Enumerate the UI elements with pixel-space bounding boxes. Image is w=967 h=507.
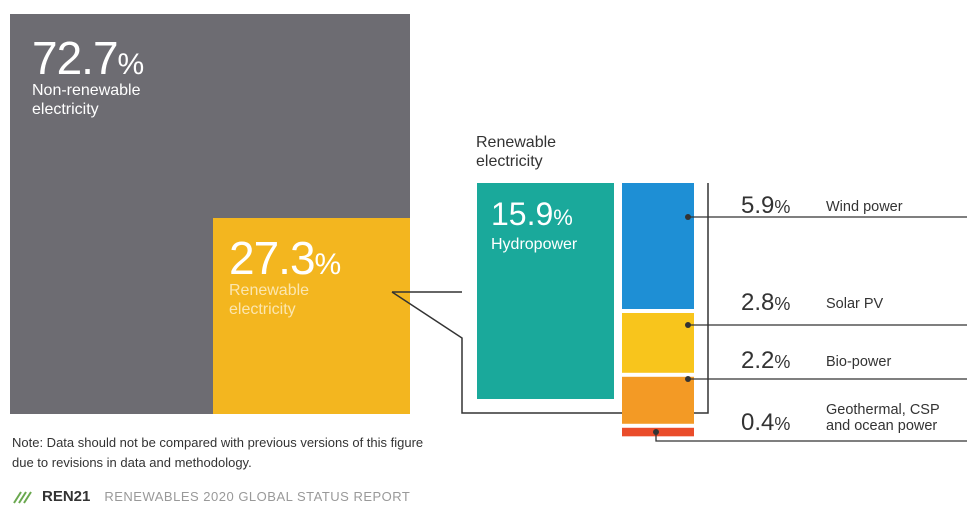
renewable-block: [213, 218, 410, 414]
bio-power-leader-dot: [685, 376, 691, 382]
footer: REN21 RENEWABLES 2020 GLOBAL STATUS REPO…: [12, 488, 410, 505]
solar-pv-leader-dot: [685, 322, 691, 328]
solar-pv-value: 2.8%: [741, 289, 790, 316]
bio-power-segment: [622, 376, 694, 424]
bio-power-value: 2.2%: [741, 347, 790, 374]
solar-pv-segment: [622, 313, 694, 373]
hydropower-value: 15.9%: [491, 196, 573, 232]
wind-power-segment: [622, 183, 694, 309]
note-line-1: Note: Data should not be compared with p…: [12, 435, 424, 450]
geothermal-csp-and-ocean-power-label-line-1: Geothermal, CSP: [826, 402, 940, 418]
renewable-label: Renewable electricity: [229, 282, 310, 319]
report-title: RENEWABLES 2020 GLOBAL STATUS REPORT: [104, 489, 411, 504]
renewable-value: 27.3%: [229, 232, 341, 284]
geothermal-csp-and-ocean-power-label-line-2: and ocean power: [826, 418, 937, 434]
wind-power-value: 5.9%: [741, 192, 790, 219]
non-renewable-value: 72.7%: [32, 32, 144, 84]
wind-power-label: Wind power: [826, 199, 903, 215]
ren21-logo-icon: [13, 490, 32, 504]
solar-pv-label: Solar PV: [826, 296, 884, 312]
non-renewable-label: Non-renewable electricity: [32, 82, 141, 119]
ren21-brand: REN21: [42, 488, 91, 505]
connector-bracket: [391, 183, 709, 414]
non-renewable-label-group: 72.7% Non-renewable electricity: [32, 34, 172, 120]
note: Note: Data should not be compared with p…: [12, 433, 423, 473]
note-line-2: due to revisions in data and methodology…: [12, 455, 252, 471]
wind-power-leader-dot: [685, 214, 691, 220]
geothermal-csp-and-ocean-power-leader-dot: [653, 429, 659, 436]
bio-power-label: Bio-power: [826, 354, 891, 370]
hydropower-block: [477, 183, 614, 399]
hydropower-label: Hydropower: [491, 236, 578, 253]
geothermal-csp-and-ocean-power-value: 0.4%: [741, 409, 790, 436]
breakdown-title: Renewable electricity: [476, 134, 557, 171]
renewable-label-group: 27.3% Renewable electricity: [229, 232, 341, 320]
